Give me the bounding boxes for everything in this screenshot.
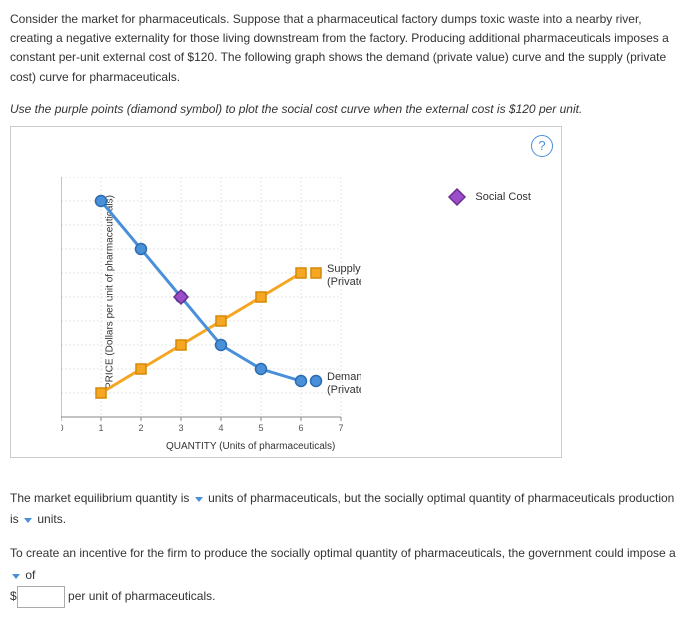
q2-dropdown-1[interactable]: [10, 574, 22, 580]
chevron-down-icon: [12, 574, 20, 579]
help-icon[interactable]: ?: [531, 135, 553, 157]
svg-text:2: 2: [138, 423, 143, 433]
svg-text:0: 0: [61, 423, 64, 433]
chevron-down-icon: [24, 518, 32, 523]
svg-text:3: 3: [178, 423, 183, 433]
intro-instruction: Use the purple points (diamond symbol) t…: [10, 102, 684, 116]
q1-part1: The market equilibrium quantity is: [10, 491, 189, 505]
question-2: To create an incentive for the firm to p…: [10, 543, 684, 608]
chart-svg[interactable]: 01234567080160240320400480560640720800 S…: [61, 177, 361, 447]
svg-text:(Private Cost): (Private Cost): [327, 276, 361, 288]
svg-text:7: 7: [338, 423, 343, 433]
q1-part3: units.: [37, 512, 66, 526]
svg-text:1: 1: [98, 423, 103, 433]
chevron-down-icon: [195, 497, 203, 502]
q2-amount-input[interactable]: [17, 586, 65, 608]
q1-dropdown-1[interactable]: [193, 497, 205, 503]
svg-text:Demand: Demand: [327, 371, 361, 383]
diamond-icon: [447, 187, 467, 207]
q2-part1: To create an incentive for the firm to p…: [10, 546, 676, 560]
legend-social-cost-label: Social Cost: [475, 190, 531, 204]
legend-social-cost[interactable]: Social Cost: [447, 187, 531, 207]
chart-container: ? PRICE (Dollars per unit of pharmaceuti…: [10, 126, 562, 458]
svg-text:(Private Value): (Private Value): [327, 384, 361, 396]
svg-text:Supply: Supply: [327, 263, 361, 275]
q2-part3: per unit of pharmaceuticals.: [68, 589, 215, 603]
svg-text:4: 4: [218, 423, 223, 433]
intro-paragraph-1: Consider the market for pharmaceuticals.…: [10, 10, 684, 87]
legend: Social Cost: [447, 187, 531, 247]
svg-text:5: 5: [258, 423, 263, 433]
svg-text:6: 6: [298, 423, 303, 433]
question-1: The market equilibrium quantity is units…: [10, 488, 684, 531]
q2-currency: $: [10, 589, 17, 603]
q1-dropdown-2[interactable]: [22, 518, 34, 524]
